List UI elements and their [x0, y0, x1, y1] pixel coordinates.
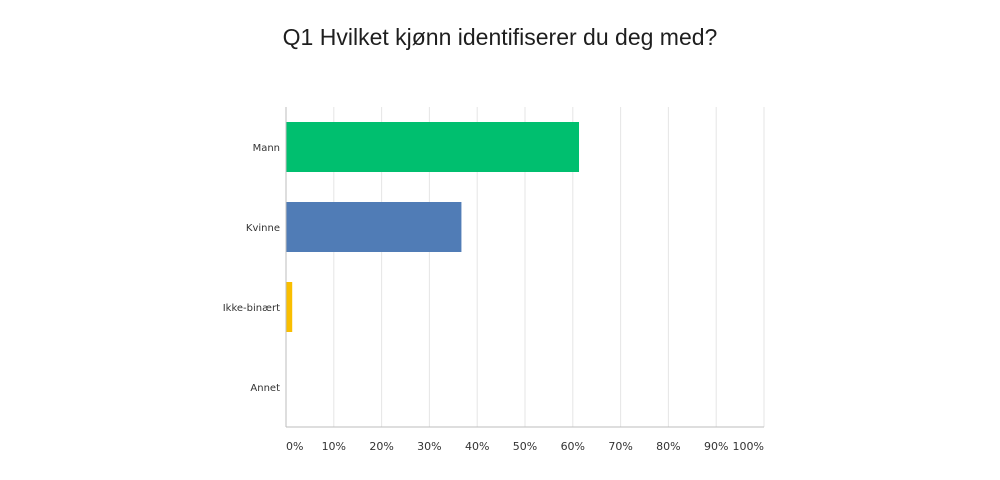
category-labels: Mann Kvinne Ikke-binært Annet	[223, 143, 280, 394]
category-label: Ikke-binært	[223, 303, 280, 314]
axes	[285, 107, 764, 428]
chart-title: Q1 Hvilket kjønn identifiserer du deg me…	[282, 24, 718, 50]
category-label: Kvinne	[246, 223, 280, 234]
category-label: Annet	[250, 383, 280, 394]
category-label: Mann	[253, 143, 280, 154]
x-tick-label: 20%	[369, 440, 393, 453]
bar-ikke-binært	[286, 282, 293, 332]
bar-mann	[286, 122, 580, 172]
x-tick-label: 30%	[417, 440, 441, 453]
x-tick-label: 100%	[733, 440, 764, 453]
x-tick-label: 40%	[465, 440, 489, 453]
x-tick-label: 50%	[513, 440, 537, 453]
x-tick-label: 80%	[656, 440, 680, 453]
x-tick-label: 90%	[704, 440, 728, 453]
x-tick-labels: 0% 10% 20% 30% 40% 50% 60% 70% 80% 90% 100%	[286, 440, 764, 453]
bars	[286, 122, 580, 332]
x-tick-label: 10%	[322, 440, 346, 453]
x-tick-label: 0%	[286, 440, 303, 453]
x-tick-label: 70%	[608, 440, 632, 453]
bar-kvinne	[286, 202, 462, 252]
x-tick-label: 60%	[561, 440, 585, 453]
